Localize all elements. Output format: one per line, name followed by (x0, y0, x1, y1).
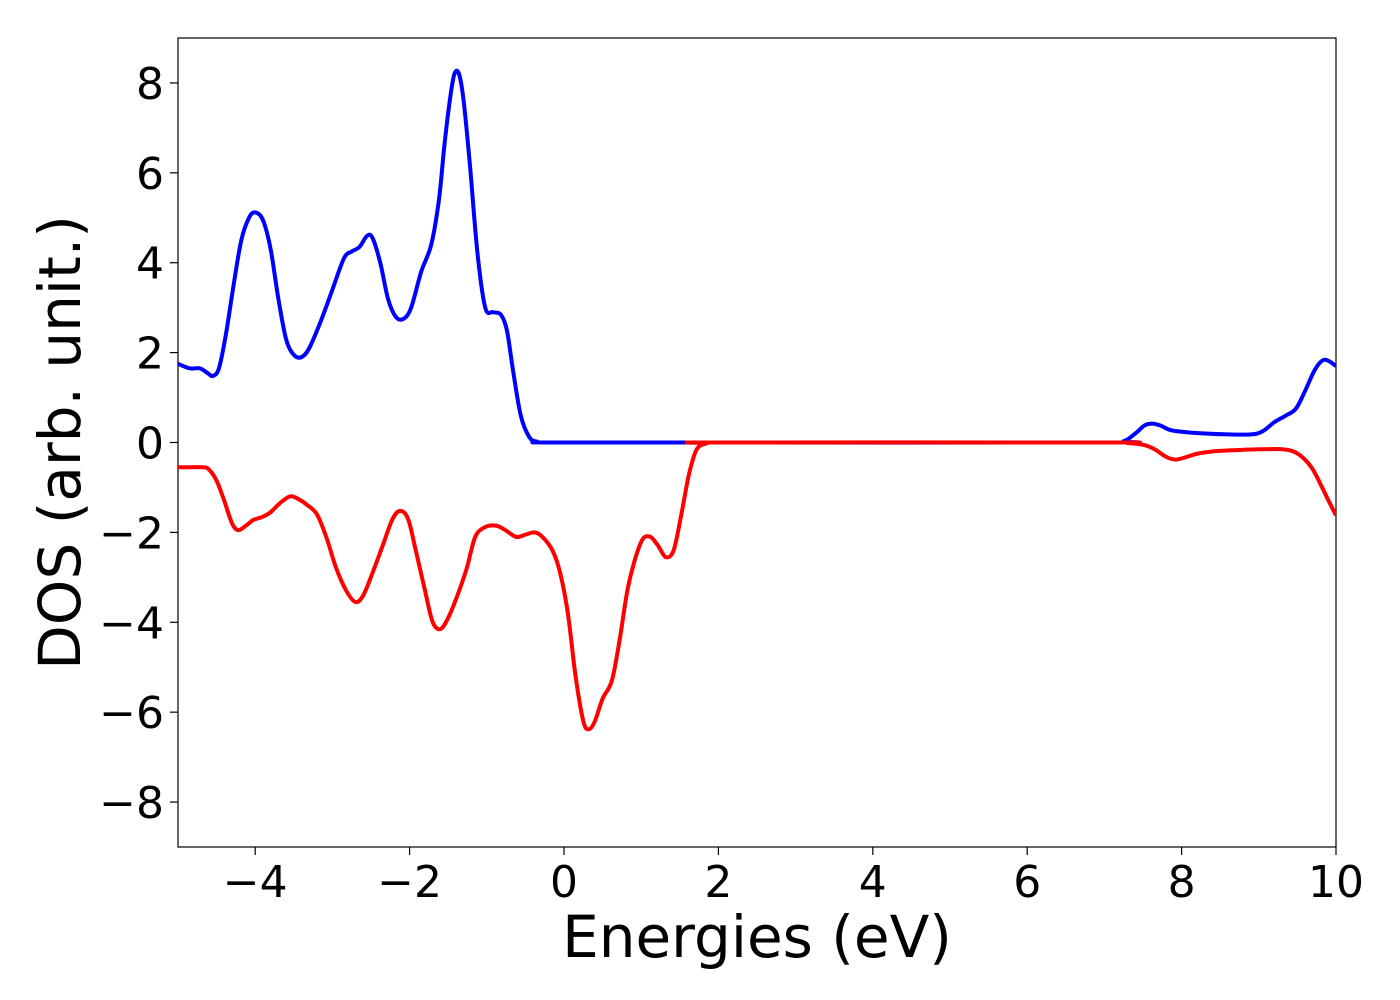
y-tick-label: 2 (136, 329, 164, 380)
y-tick-label: 4 (136, 239, 164, 290)
y-tick-label: 0 (136, 419, 164, 470)
y-tick-label: −2 (99, 508, 164, 559)
y-axis-ticks: 8 6 4 2 0 −2 −4 −6 −8 (99, 59, 178, 829)
x-tick-label: −4 (223, 857, 288, 908)
x-tick-label: 6 (1013, 857, 1041, 908)
y-tick-label: −4 (99, 598, 164, 649)
series-layer (178, 68, 1336, 732)
x-tick-label: 0 (550, 857, 578, 908)
y-tick-label: 6 (136, 149, 164, 200)
y-tick-label: −8 (99, 778, 164, 829)
x-tick-label: 8 (1168, 857, 1196, 908)
x-tick-label: 10 (1308, 857, 1364, 908)
x-axis-ticks: −4 −2 0 2 4 6 8 10 (223, 847, 1364, 908)
x-axis-title: Energies (eV) (562, 903, 952, 971)
x-tick-label: −2 (377, 857, 442, 908)
series-line-1 (178, 440, 1336, 732)
x-tick-label: 4 (859, 857, 887, 908)
y-axis-title: DOS (arb. unit.) (26, 215, 94, 670)
x-tick-label: 2 (704, 857, 732, 908)
series-line-0 (178, 68, 1336, 445)
plot-area (177, 37, 1337, 848)
y-tick-label: −6 (99, 688, 164, 739)
y-tick-label: 8 (136, 59, 164, 110)
